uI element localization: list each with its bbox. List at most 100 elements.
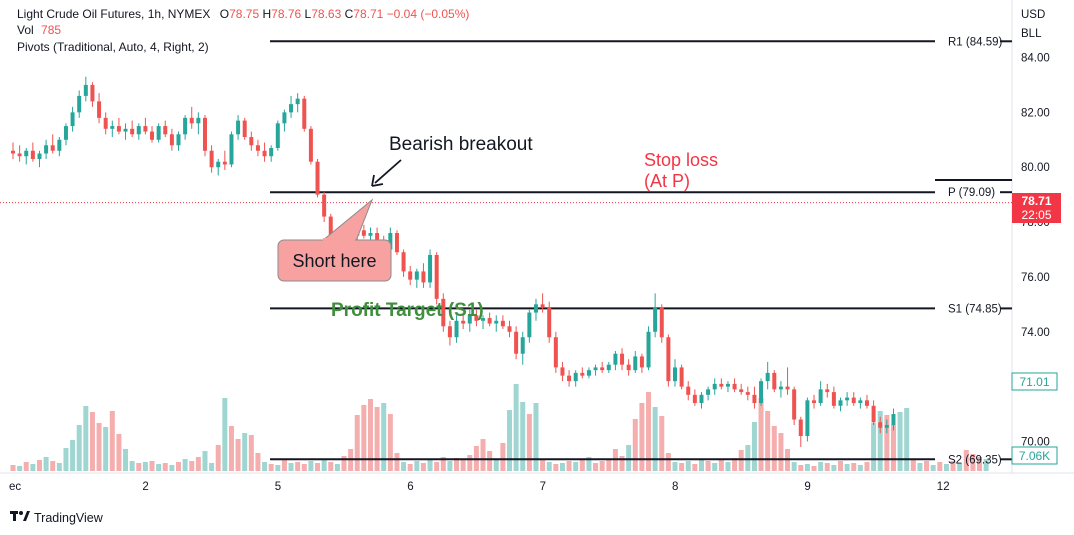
price-tick-label: 76.00	[1021, 272, 1050, 284]
short-here-callout[interactable]: Short here	[277, 198, 392, 282]
candle-body	[500, 320, 505, 327]
volume-bar	[910, 460, 916, 471]
volume-bar	[334, 464, 340, 471]
volume-bar	[738, 450, 744, 471]
volume-bar	[917, 463, 923, 471]
candle	[500, 315, 505, 330]
candle	[785, 367, 790, 395]
candle-body	[37, 153, 42, 159]
symbol-legend[interactable]: Light Crude Oil Futures, 1h, NYMEX O78.7…	[17, 6, 469, 22]
candle-body	[183, 117, 188, 135]
volume-bar	[328, 462, 334, 471]
candle	[421, 263, 426, 288]
candle-body	[553, 337, 558, 368]
volume-bar	[209, 463, 215, 471]
pivots-legend[interactable]: Pivots (Traditional, Auto, 4, Right, 2)	[17, 39, 209, 55]
candle-body	[461, 320, 466, 324]
volume-bar	[30, 464, 36, 471]
candle-body	[686, 386, 691, 395]
symbol-title: Light Crude Oil Futures, 1h, NYMEX	[17, 7, 211, 21]
volume-bar	[937, 462, 943, 471]
candle	[163, 120, 168, 138]
candle	[289, 95, 294, 118]
candle	[57, 137, 62, 157]
volume-bar	[526, 414, 532, 471]
price-tick-label: 80.00	[1021, 162, 1050, 174]
close-label: C	[344, 7, 354, 21]
volume-bar	[215, 445, 221, 471]
candle-body	[487, 318, 492, 324]
candle-body	[765, 372, 770, 382]
volume-bar	[23, 462, 29, 471]
candle	[553, 331, 558, 373]
volume-bar	[176, 462, 181, 471]
tradingview-logo[interactable]: TradingView	[10, 510, 103, 525]
volume-bar	[771, 426, 777, 471]
volume-bar	[546, 462, 552, 471]
candle	[699, 392, 704, 409]
candle	[620, 348, 625, 371]
candle-body	[289, 104, 294, 113]
candle-body	[798, 419, 803, 436]
candle	[792, 386, 797, 426]
volume-bar	[824, 463, 830, 471]
volume-bar	[354, 415, 360, 471]
countdown-value: 22:05	[1021, 208, 1051, 222]
candle	[302, 95, 307, 132]
volume-bar	[533, 403, 539, 471]
volume-bar	[659, 416, 665, 471]
candle-body	[368, 233, 373, 236]
candle-body	[83, 84, 88, 96]
candle	[242, 117, 247, 140]
volume-bar	[599, 461, 605, 471]
volume-bar	[235, 439, 241, 471]
candle-body	[50, 145, 55, 151]
volume-bar	[540, 459, 546, 471]
volume-bar	[606, 460, 612, 471]
candle-body	[792, 389, 797, 420]
candle-body	[176, 134, 181, 146]
volume-bar	[692, 464, 698, 471]
volume-bar	[189, 461, 195, 471]
candle-body	[593, 367, 598, 371]
candle-body	[236, 120, 241, 135]
time-tick-label: 8	[672, 481, 678, 493]
candle	[136, 123, 141, 140]
volume-bar	[394, 453, 400, 471]
volume-bar	[381, 403, 387, 471]
candle	[481, 315, 486, 330]
candle	[871, 400, 876, 426]
time-tick-label: 12	[937, 481, 950, 493]
candle-body	[328, 216, 333, 236]
candle	[189, 106, 194, 129]
candle-body	[878, 422, 883, 428]
candle-body	[679, 367, 684, 387]
candle-body	[414, 271, 419, 280]
candle	[527, 309, 532, 343]
candle	[275, 120, 280, 151]
candle-body	[136, 126, 141, 135]
pivot-label-r1: R1 (84.59)	[948, 36, 1003, 48]
volume-bar	[943, 464, 949, 471]
candle	[209, 145, 214, 173]
candle	[567, 370, 572, 387]
volume-bar	[156, 464, 162, 471]
stop-loss-sublabel: (At P)	[644, 171, 690, 191]
volume-bar	[897, 412, 903, 471]
volume-legend[interactable]: Vol 785	[17, 22, 61, 38]
volume-bar	[884, 415, 890, 471]
callout-pointer-mask	[323, 238, 355, 242]
candle-body	[653, 307, 658, 332]
candle	[63, 123, 68, 146]
candle	[812, 394, 817, 409]
candle	[110, 120, 115, 138]
volume-bar	[652, 407, 658, 471]
volume-bar	[890, 425, 896, 471]
volume-bar	[454, 458, 460, 471]
volume-bar	[507, 410, 512, 471]
candle-body	[825, 389, 830, 393]
candle	[547, 301, 552, 343]
candle-body	[441, 298, 446, 327]
volume-bar	[467, 455, 473, 471]
